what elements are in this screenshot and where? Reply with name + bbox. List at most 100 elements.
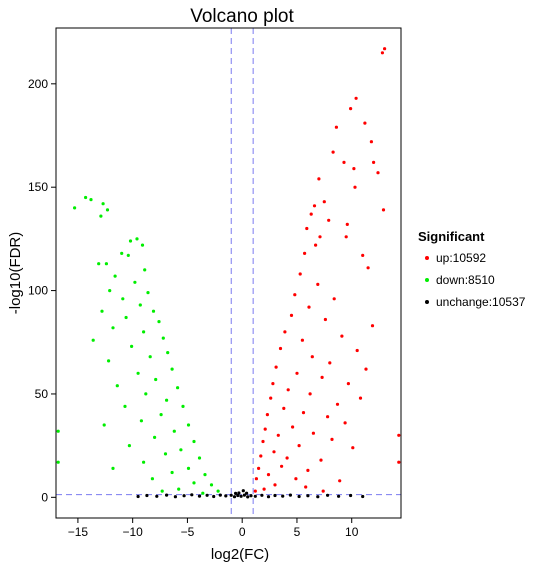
x-axis-label: log2(FC) bbox=[211, 546, 269, 563]
data-point bbox=[170, 367, 174, 371]
data-point bbox=[355, 348, 359, 353]
data-point bbox=[266, 473, 271, 477]
data-point bbox=[381, 208, 386, 212]
data-point bbox=[288, 493, 292, 497]
data-point bbox=[182, 494, 186, 498]
legend-label: unchange:10537 bbox=[436, 295, 526, 309]
data-point bbox=[157, 320, 161, 324]
data-point bbox=[281, 494, 285, 498]
y-tick-label: 0 bbox=[41, 490, 48, 504]
data-point bbox=[261, 439, 265, 444]
data-point bbox=[140, 243, 145, 247]
data-point bbox=[316, 495, 320, 499]
data-point bbox=[172, 429, 176, 433]
data-point bbox=[181, 404, 185, 408]
data-point bbox=[326, 415, 330, 419]
data-point bbox=[121, 297, 125, 301]
data-point bbox=[232, 495, 237, 499]
data-point bbox=[120, 251, 124, 255]
data-point bbox=[257, 466, 261, 470]
data-point bbox=[159, 413, 163, 417]
data-point bbox=[153, 435, 157, 439]
data-point bbox=[280, 464, 284, 468]
data-point bbox=[123, 404, 127, 408]
data-point bbox=[337, 494, 341, 498]
data-point bbox=[321, 489, 325, 493]
data-point bbox=[84, 195, 88, 200]
data-point bbox=[259, 454, 263, 458]
data-point bbox=[306, 494, 310, 498]
data-point bbox=[253, 489, 257, 493]
data-point bbox=[151, 309, 156, 313]
data-point bbox=[349, 107, 353, 111]
data-point bbox=[177, 487, 181, 491]
data-point bbox=[111, 326, 115, 330]
series-2 bbox=[136, 489, 365, 499]
data-point bbox=[372, 160, 376, 164]
data-point bbox=[317, 177, 321, 181]
data-point bbox=[343, 421, 347, 425]
data-point bbox=[327, 218, 331, 222]
plot-frame bbox=[55, 27, 402, 519]
data-point bbox=[254, 477, 258, 481]
data-point bbox=[133, 280, 137, 284]
data-point bbox=[128, 239, 133, 243]
data-point bbox=[209, 483, 214, 487]
data-point bbox=[311, 431, 315, 435]
data-point bbox=[334, 125, 338, 129]
data-point bbox=[146, 291, 150, 295]
data-point bbox=[323, 317, 327, 322]
data-point bbox=[312, 204, 317, 208]
legend-marker bbox=[425, 300, 429, 304]
data-point bbox=[344, 235, 348, 239]
series-0 bbox=[253, 47, 401, 493]
data-point bbox=[239, 494, 243, 498]
data-point bbox=[285, 456, 289, 460]
data-point bbox=[253, 494, 257, 498]
data-point bbox=[186, 423, 191, 427]
data-point bbox=[126, 253, 130, 257]
data-point bbox=[307, 305, 311, 309]
data-point bbox=[107, 359, 111, 363]
data-point bbox=[173, 495, 177, 499]
data-point bbox=[318, 235, 322, 239]
data-point bbox=[176, 386, 180, 390]
data-point bbox=[166, 351, 170, 355]
data-point bbox=[145, 493, 149, 498]
data-point bbox=[342, 160, 346, 164]
data-point bbox=[272, 450, 276, 454]
y-tick-label: 100 bbox=[28, 284, 48, 298]
data-point bbox=[142, 330, 146, 334]
chart-title: Volcano plot bbox=[190, 6, 294, 27]
data-point bbox=[328, 361, 332, 365]
data-point bbox=[370, 324, 375, 328]
y-tick-label: 50 bbox=[35, 387, 49, 401]
data-point bbox=[361, 494, 365, 499]
data-point bbox=[150, 477, 154, 481]
data-point bbox=[383, 47, 387, 51]
data-point bbox=[353, 185, 357, 189]
data-point bbox=[338, 479, 342, 483]
data-point bbox=[218, 493, 222, 497]
data-point bbox=[301, 411, 306, 415]
x-tick-label: 5 bbox=[294, 525, 301, 539]
data-point bbox=[136, 371, 140, 375]
data-point bbox=[111, 466, 115, 470]
data-point bbox=[113, 274, 117, 278]
data-point bbox=[319, 458, 323, 462]
data-point bbox=[212, 494, 216, 499]
data-point bbox=[124, 315, 128, 320]
data-point bbox=[205, 493, 209, 497]
series-1 bbox=[56, 195, 220, 495]
data-point bbox=[278, 346, 283, 351]
data-point bbox=[376, 171, 380, 175]
data-point bbox=[237, 491, 241, 495]
y-tick-label: 200 bbox=[28, 77, 48, 91]
data-point bbox=[397, 460, 401, 464]
data-point bbox=[345, 222, 349, 226]
data-point bbox=[163, 452, 168, 456]
data-point bbox=[364, 367, 368, 371]
data-point bbox=[305, 226, 309, 231]
data-point bbox=[331, 150, 335, 154]
